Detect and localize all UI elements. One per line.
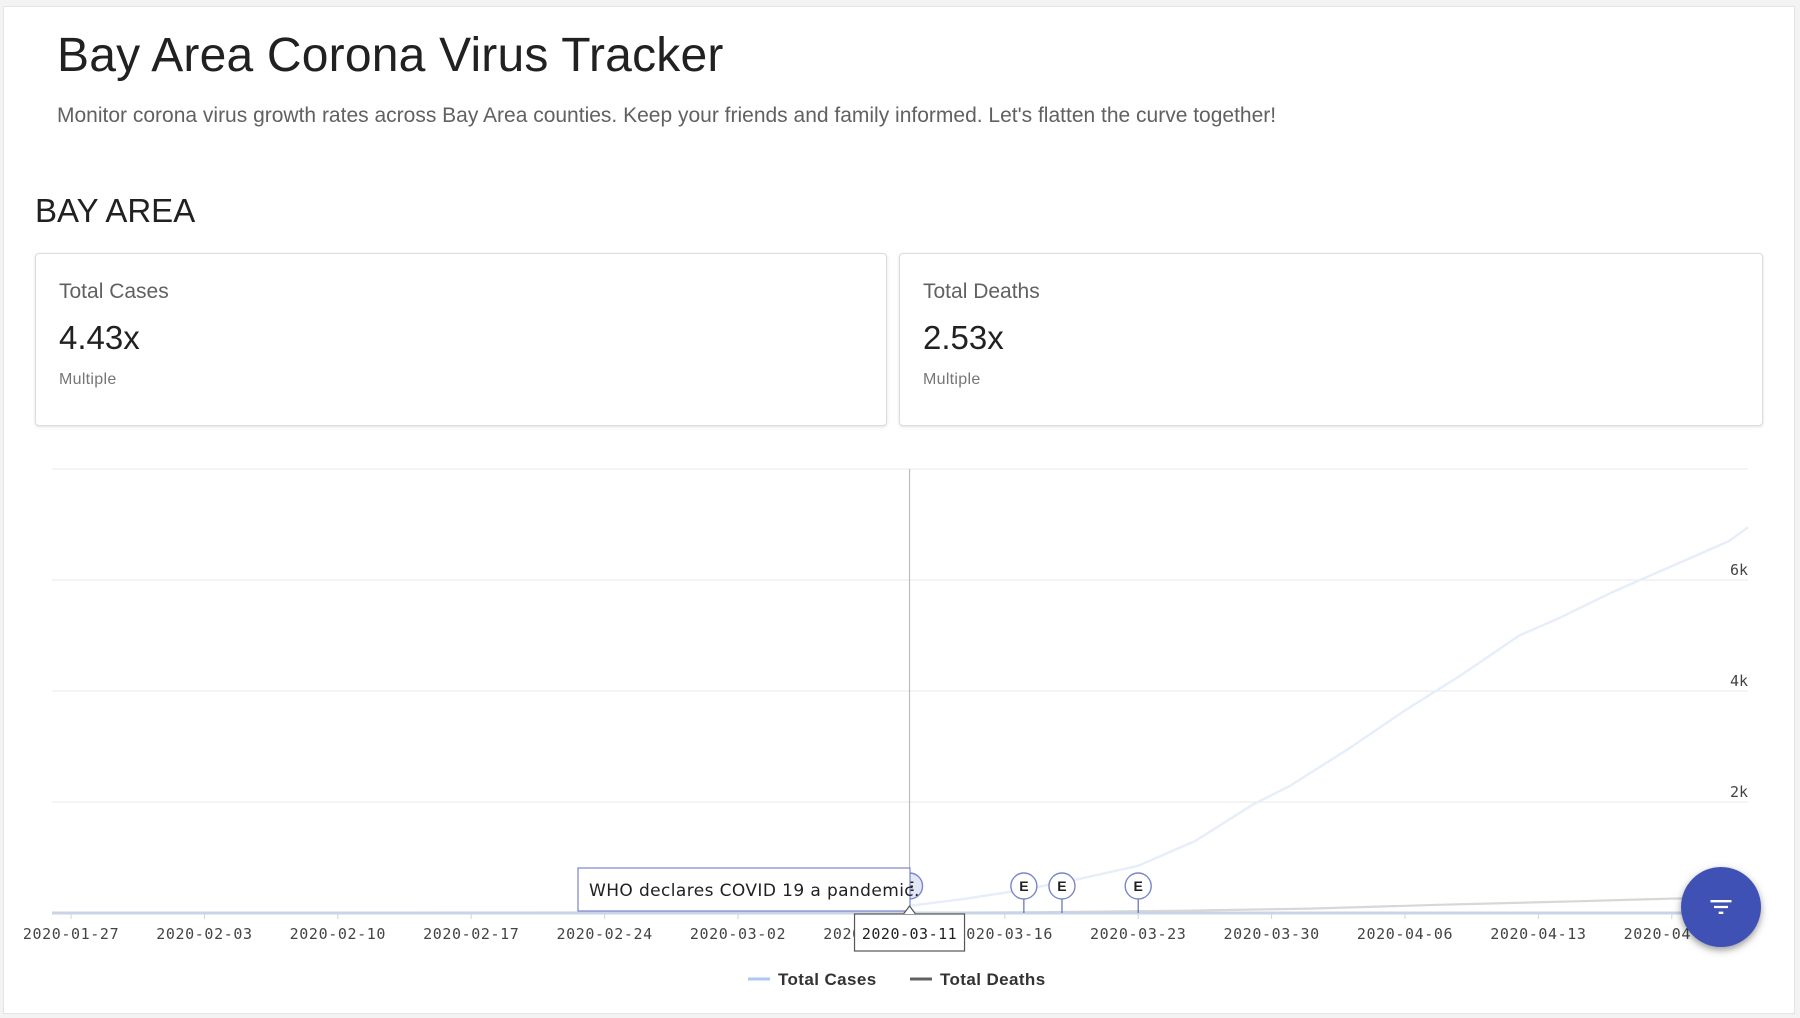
- card-unit: Multiple: [59, 371, 117, 388]
- x-tick-label: 2020-03-30: [1223, 925, 1319, 943]
- y-tick-label: 2k: [1730, 783, 1748, 801]
- x-tick-label: 2020-02-17: [423, 925, 519, 943]
- x-tick-label: 2020-01-27: [23, 925, 119, 943]
- card-label: Total Cases: [59, 280, 169, 303]
- y-tick-label: 4k: [1730, 672, 1748, 690]
- card-unit: Multiple: [923, 371, 981, 388]
- event-marker-label: E: [1134, 878, 1143, 894]
- x-tick-label: 2020-03-16: [957, 925, 1053, 943]
- legend-label: Total Cases: [778, 970, 877, 989]
- x-tick-label: 2020-02-03: [156, 925, 252, 943]
- crosshair-date-pointer: [903, 905, 917, 915]
- page-subtitle: Monitor corona virus growth rates across…: [57, 104, 1277, 127]
- card-value: 4.43x: [59, 319, 140, 356]
- x-tick-label: 2020-02-24: [556, 925, 652, 943]
- x-tick-label: 2020-02-10: [290, 925, 386, 943]
- event-marker[interactable]: [1048, 872, 1076, 900]
- page-title: Bay Area Corona Virus Tracker: [57, 29, 724, 82]
- legend-label: Total Deaths: [940, 970, 1046, 989]
- card-label: Total Deaths: [923, 280, 1040, 303]
- filter-list-icon: [1710, 900, 1732, 914]
- x-tick-label: 2020-04-13: [1490, 925, 1586, 943]
- crosshair-date-box: [853, 913, 966, 952]
- event-marker[interactable]: [1124, 872, 1152, 900]
- event-marker-label: E: [1057, 878, 1066, 894]
- total-deaths-card: Total Deaths 2.53x Multiple: [899, 253, 1763, 426]
- card-value: 2.53x: [923, 319, 1004, 356]
- event-marker-label: E: [1019, 878, 1028, 894]
- event-tooltip: [577, 867, 911, 912]
- series-line-total-cases: [51, 526, 1749, 915]
- x-tick-label: 2020-03-23: [1090, 925, 1186, 943]
- x-tick-label: 2020-03-02: [690, 925, 786, 943]
- event-marker[interactable]: [1010, 872, 1038, 900]
- page-container: [3, 6, 1795, 1014]
- section-title: BAY AREA: [35, 192, 196, 229]
- total-cases-card: Total Cases 4.43x Multiple: [35, 253, 887, 426]
- crosshair-date-label: 2020-03-11: [862, 925, 957, 943]
- filter-button[interactable]: [1681, 867, 1761, 947]
- x-tick-label: 2020-04-06: [1357, 925, 1453, 943]
- event-tooltip-text: WHO declares COVID 19 a pandemic.: [589, 881, 920, 901]
- y-tick-label: 6k: [1730, 561, 1748, 579]
